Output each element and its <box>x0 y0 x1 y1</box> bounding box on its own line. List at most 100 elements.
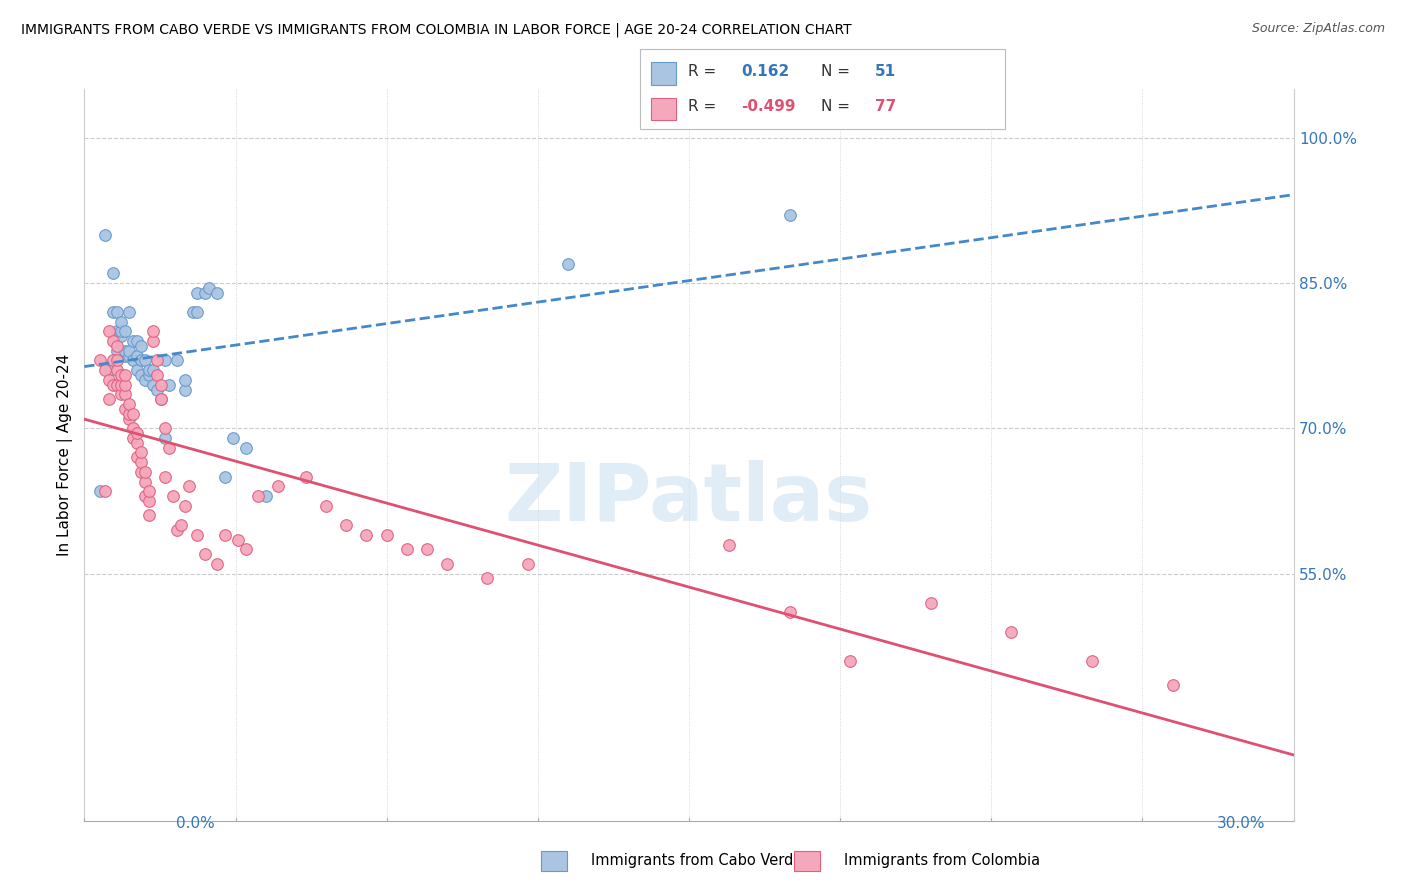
Point <box>118 343 141 358</box>
Point <box>138 484 160 499</box>
Point <box>142 325 165 339</box>
Point <box>142 377 165 392</box>
Text: Immigrants from Cabo Verde: Immigrants from Cabo Verde <box>591 854 801 868</box>
Point <box>138 368 160 382</box>
Point <box>207 285 229 300</box>
Point <box>110 387 132 401</box>
Point <box>186 528 208 542</box>
Text: R =: R = <box>688 99 716 114</box>
Point <box>779 605 801 619</box>
Point <box>174 383 197 397</box>
Point <box>105 325 128 339</box>
Text: -0.499: -0.499 <box>741 99 796 114</box>
Text: 51: 51 <box>875 64 896 79</box>
Point <box>114 387 136 401</box>
Point <box>416 542 439 557</box>
Point <box>114 401 136 416</box>
Point <box>134 475 156 489</box>
Point <box>110 315 132 329</box>
Point <box>125 349 148 363</box>
Point <box>146 353 169 368</box>
Point <box>779 208 801 222</box>
Point <box>214 469 236 483</box>
Point <box>157 441 180 455</box>
Point <box>254 489 277 503</box>
Point <box>149 392 172 407</box>
Text: 77: 77 <box>875 99 896 114</box>
Point <box>114 325 136 339</box>
Point <box>153 421 176 435</box>
Point <box>162 489 184 503</box>
Point <box>110 377 132 392</box>
Point <box>105 363 128 377</box>
Point <box>121 407 143 421</box>
Point <box>356 528 378 542</box>
Point <box>179 479 201 493</box>
Point <box>89 484 111 499</box>
Point <box>186 285 208 300</box>
Point <box>181 305 204 319</box>
Text: Immigrants from Colombia: Immigrants from Colombia <box>844 854 1039 868</box>
Point <box>170 518 193 533</box>
Point <box>114 368 136 382</box>
Text: 0.0%: 0.0% <box>176 816 215 831</box>
Point <box>114 377 136 392</box>
Text: ZIPatlas: ZIPatlas <box>505 459 873 538</box>
Point <box>105 353 128 368</box>
Point <box>118 349 141 363</box>
Point <box>214 528 236 542</box>
Point <box>194 285 217 300</box>
Point <box>235 542 257 557</box>
Point <box>149 377 172 392</box>
Point <box>110 325 132 339</box>
Point <box>246 489 269 503</box>
Point <box>198 281 221 295</box>
Point <box>118 407 141 421</box>
Point <box>134 465 156 479</box>
Text: N =: N = <box>821 64 851 79</box>
Point <box>146 383 169 397</box>
Point <box>315 499 337 513</box>
Point <box>101 353 124 368</box>
Point <box>142 334 165 348</box>
Point <box>920 596 942 610</box>
Point <box>267 479 290 493</box>
Point <box>138 363 160 377</box>
Text: 0.162: 0.162 <box>741 64 789 79</box>
Point <box>129 353 152 368</box>
Point <box>125 435 148 450</box>
Point <box>101 305 124 319</box>
Point <box>118 397 141 411</box>
Point <box>718 537 741 551</box>
Point <box>235 441 257 455</box>
Point <box>134 353 156 368</box>
Point <box>110 329 132 343</box>
Point <box>153 469 176 483</box>
Point <box>89 353 111 368</box>
Point <box>149 392 172 407</box>
Point <box>134 489 156 503</box>
Point <box>166 353 188 368</box>
Point <box>125 426 148 441</box>
Point <box>142 363 165 377</box>
Point <box>114 343 136 358</box>
Point <box>93 484 115 499</box>
Point <box>114 349 136 363</box>
Point <box>129 455 152 469</box>
Point <box>194 547 217 561</box>
Point <box>153 353 176 368</box>
Point <box>110 368 132 382</box>
Point <box>129 368 152 382</box>
Point <box>207 557 229 571</box>
Point <box>121 353 143 368</box>
Text: 30.0%: 30.0% <box>1218 816 1265 831</box>
Point <box>101 334 124 348</box>
Point <box>295 469 318 483</box>
Point <box>118 411 141 425</box>
Point <box>436 557 458 571</box>
Point <box>129 445 152 459</box>
Point <box>153 431 176 445</box>
Point <box>118 305 141 319</box>
Point <box>93 227 115 242</box>
Point <box>101 266 124 280</box>
